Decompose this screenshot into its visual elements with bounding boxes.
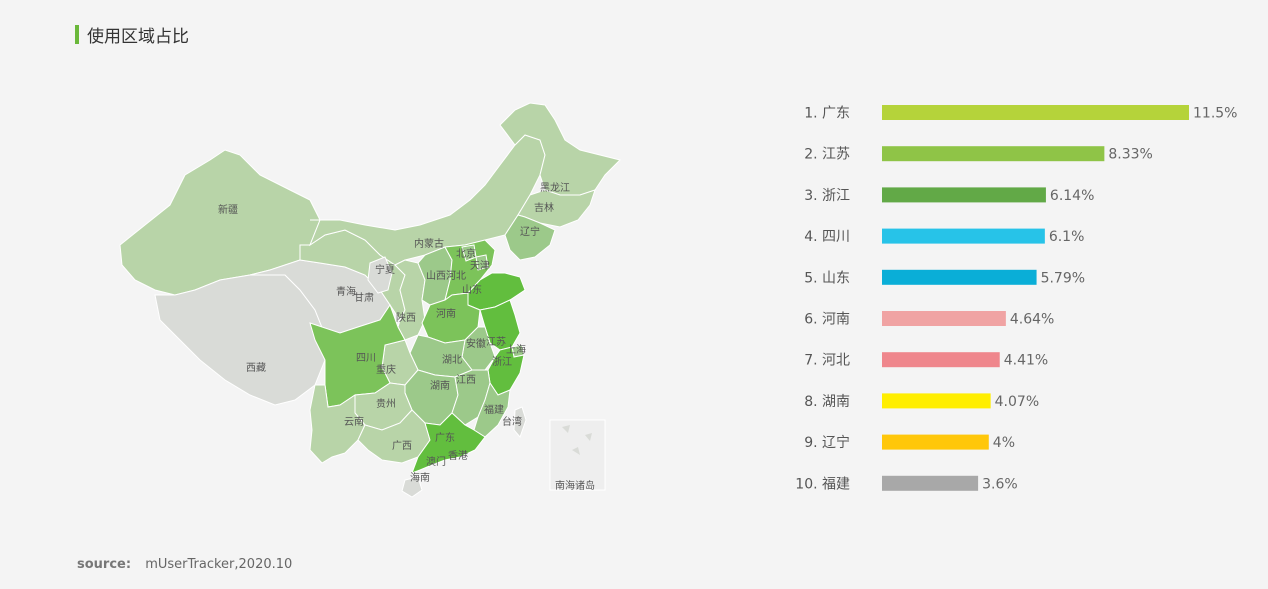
- bar-value-label: 3.6%: [982, 476, 1018, 492]
- nanhai-inset-islands: [562, 425, 592, 455]
- bar-value-label: 6.14%: [1050, 188, 1094, 204]
- map-region-tianjin: [475, 254, 489, 271]
- bar-value-label: 5.79%: [1041, 270, 1085, 286]
- map-region-ningxia: [367, 256, 393, 294]
- map-label-henan: 河南: [436, 307, 456, 320]
- title-accent-bar: [75, 25, 79, 44]
- map-label-beijing: 北京: [456, 247, 476, 260]
- bar-label: 3. 浙江: [804, 188, 850, 204]
- bar: [882, 352, 1000, 368]
- bar: [882, 187, 1046, 203]
- map-region-heilongjiang: [499, 102, 621, 196]
- map-label-hebei: 河北: [446, 270, 466, 282]
- map-region-taiwan: [513, 406, 527, 438]
- bar-value-label: 4.64%: [1010, 312, 1054, 328]
- bar-label: 1. 广东: [804, 106, 850, 122]
- bar-label: 6. 河南: [804, 312, 850, 328]
- map-label-guangxi: 广西: [392, 440, 412, 452]
- map-label-zhejiang: 浙江: [492, 356, 512, 368]
- ranking-bar-chart: 1. 广东 11.5% 2. 江苏 8.33% 3. 浙江 6.14% 4. 四川 6.1% 5…: [780, 100, 1250, 500]
- bar-label: 4. 四川: [804, 229, 850, 245]
- bar-value-label: 4.07%: [995, 394, 1039, 410]
- bar-value-label: 4.41%: [1004, 353, 1048, 369]
- map-label-aomen: 澳门: [426, 455, 446, 468]
- map-label-neimenggu: 内蒙古: [414, 237, 444, 250]
- map-region-hainan: [401, 476, 423, 498]
- nanhai-inset-box: [549, 419, 606, 491]
- map-region-liaoning: [504, 214, 556, 261]
- source-label: source:: [77, 557, 132, 572]
- source-text: mUserTracker,2020.10: [145, 557, 293, 572]
- map-label-shanxi: 山西: [426, 270, 446, 282]
- map-label-hunan: 湖南: [430, 379, 450, 392]
- bar-value-label: 11.5%: [1193, 106, 1237, 122]
- map-label-guangdong: 广东: [435, 431, 455, 444]
- bar-label: 8. 湖南: [804, 394, 850, 410]
- china-map: 新疆 西藏 青海 甘肃 宁夏 内蒙古 黑龙江 吉林 辽宁 北京 天津 河北 山西…: [100, 95, 660, 515]
- map-label-guizhou: 贵州: [376, 397, 396, 410]
- map-region-sichuan: [309, 303, 406, 408]
- bar: [882, 393, 991, 409]
- map-label-jilin: 吉林: [534, 201, 554, 214]
- map-label-jiangsu: 江苏: [486, 335, 506, 348]
- map-label-hubei: 湖北: [442, 354, 462, 366]
- map-label-shanghai: 上海: [506, 343, 526, 356]
- map-label-chongqing: 重庆: [376, 363, 396, 376]
- title-block: 使用区域占比: [75, 22, 189, 47]
- map-label-shaanxi: 陕西: [396, 311, 416, 324]
- map-label-sichuan: 四川: [356, 353, 376, 364]
- map-label-liaoning: 辽宁: [520, 225, 540, 238]
- map-label-nanhai: 南海诸岛: [555, 479, 595, 492]
- map-label-hainan: 海南: [410, 471, 430, 484]
- map-label-taiwan: 台湾: [502, 415, 522, 428]
- bar: [882, 146, 1105, 162]
- map-label-xinjiang: 新疆: [218, 203, 238, 216]
- bar-label: 9. 辽宁: [804, 434, 850, 451]
- map-label-xizang: 西藏: [246, 362, 266, 374]
- bar-label: 10. 福建: [795, 476, 850, 492]
- map-label-jiangxi: 江西: [456, 374, 476, 386]
- map-label-xianggang: 香港: [448, 450, 468, 462]
- bar-label: 2. 江苏: [804, 147, 850, 163]
- map-label-qinghai: 青海: [336, 285, 356, 298]
- bar: [882, 311, 1006, 326]
- bar-value-label: 8.33%: [1108, 147, 1152, 163]
- map-label-gansu: 甘肃: [354, 291, 374, 304]
- map-label-anhui: 安徽: [466, 337, 486, 350]
- bar: [882, 228, 1045, 244]
- bar-label: 5. 山东: [804, 270, 850, 286]
- bar-value-label: 6.1%: [1049, 229, 1085, 245]
- bar: [882, 105, 1189, 120]
- bar-chart-svg: 1. 广东 11.5% 2. 江苏 8.33% 3. 浙江 6.14% 4. 四川 6.1% 5…: [795, 105, 1237, 492]
- bar: [882, 269, 1037, 285]
- map-label-ningxia: 宁夏: [375, 263, 395, 276]
- map-label-tianjin: 天津: [470, 260, 490, 272]
- map-region-henan: [421, 292, 481, 344]
- page-title: 使用区域占比: [87, 27, 189, 47]
- map-region-guangdong: [411, 412, 486, 474]
- map-label-heilongjiang: 黑龙江: [540, 181, 570, 194]
- map-label-shandong: 山东: [462, 283, 482, 296]
- source-note: source: mUserTracker,2020.10: [77, 557, 292, 572]
- bar-value-label: 4%: [993, 435, 1015, 451]
- map-label-fujian: 福建: [484, 403, 504, 416]
- bar-label: 7. 河北: [804, 353, 850, 369]
- bar: [882, 475, 979, 491]
- bar: [882, 434, 989, 450]
- map-label-yunnan: 云南: [344, 415, 364, 428]
